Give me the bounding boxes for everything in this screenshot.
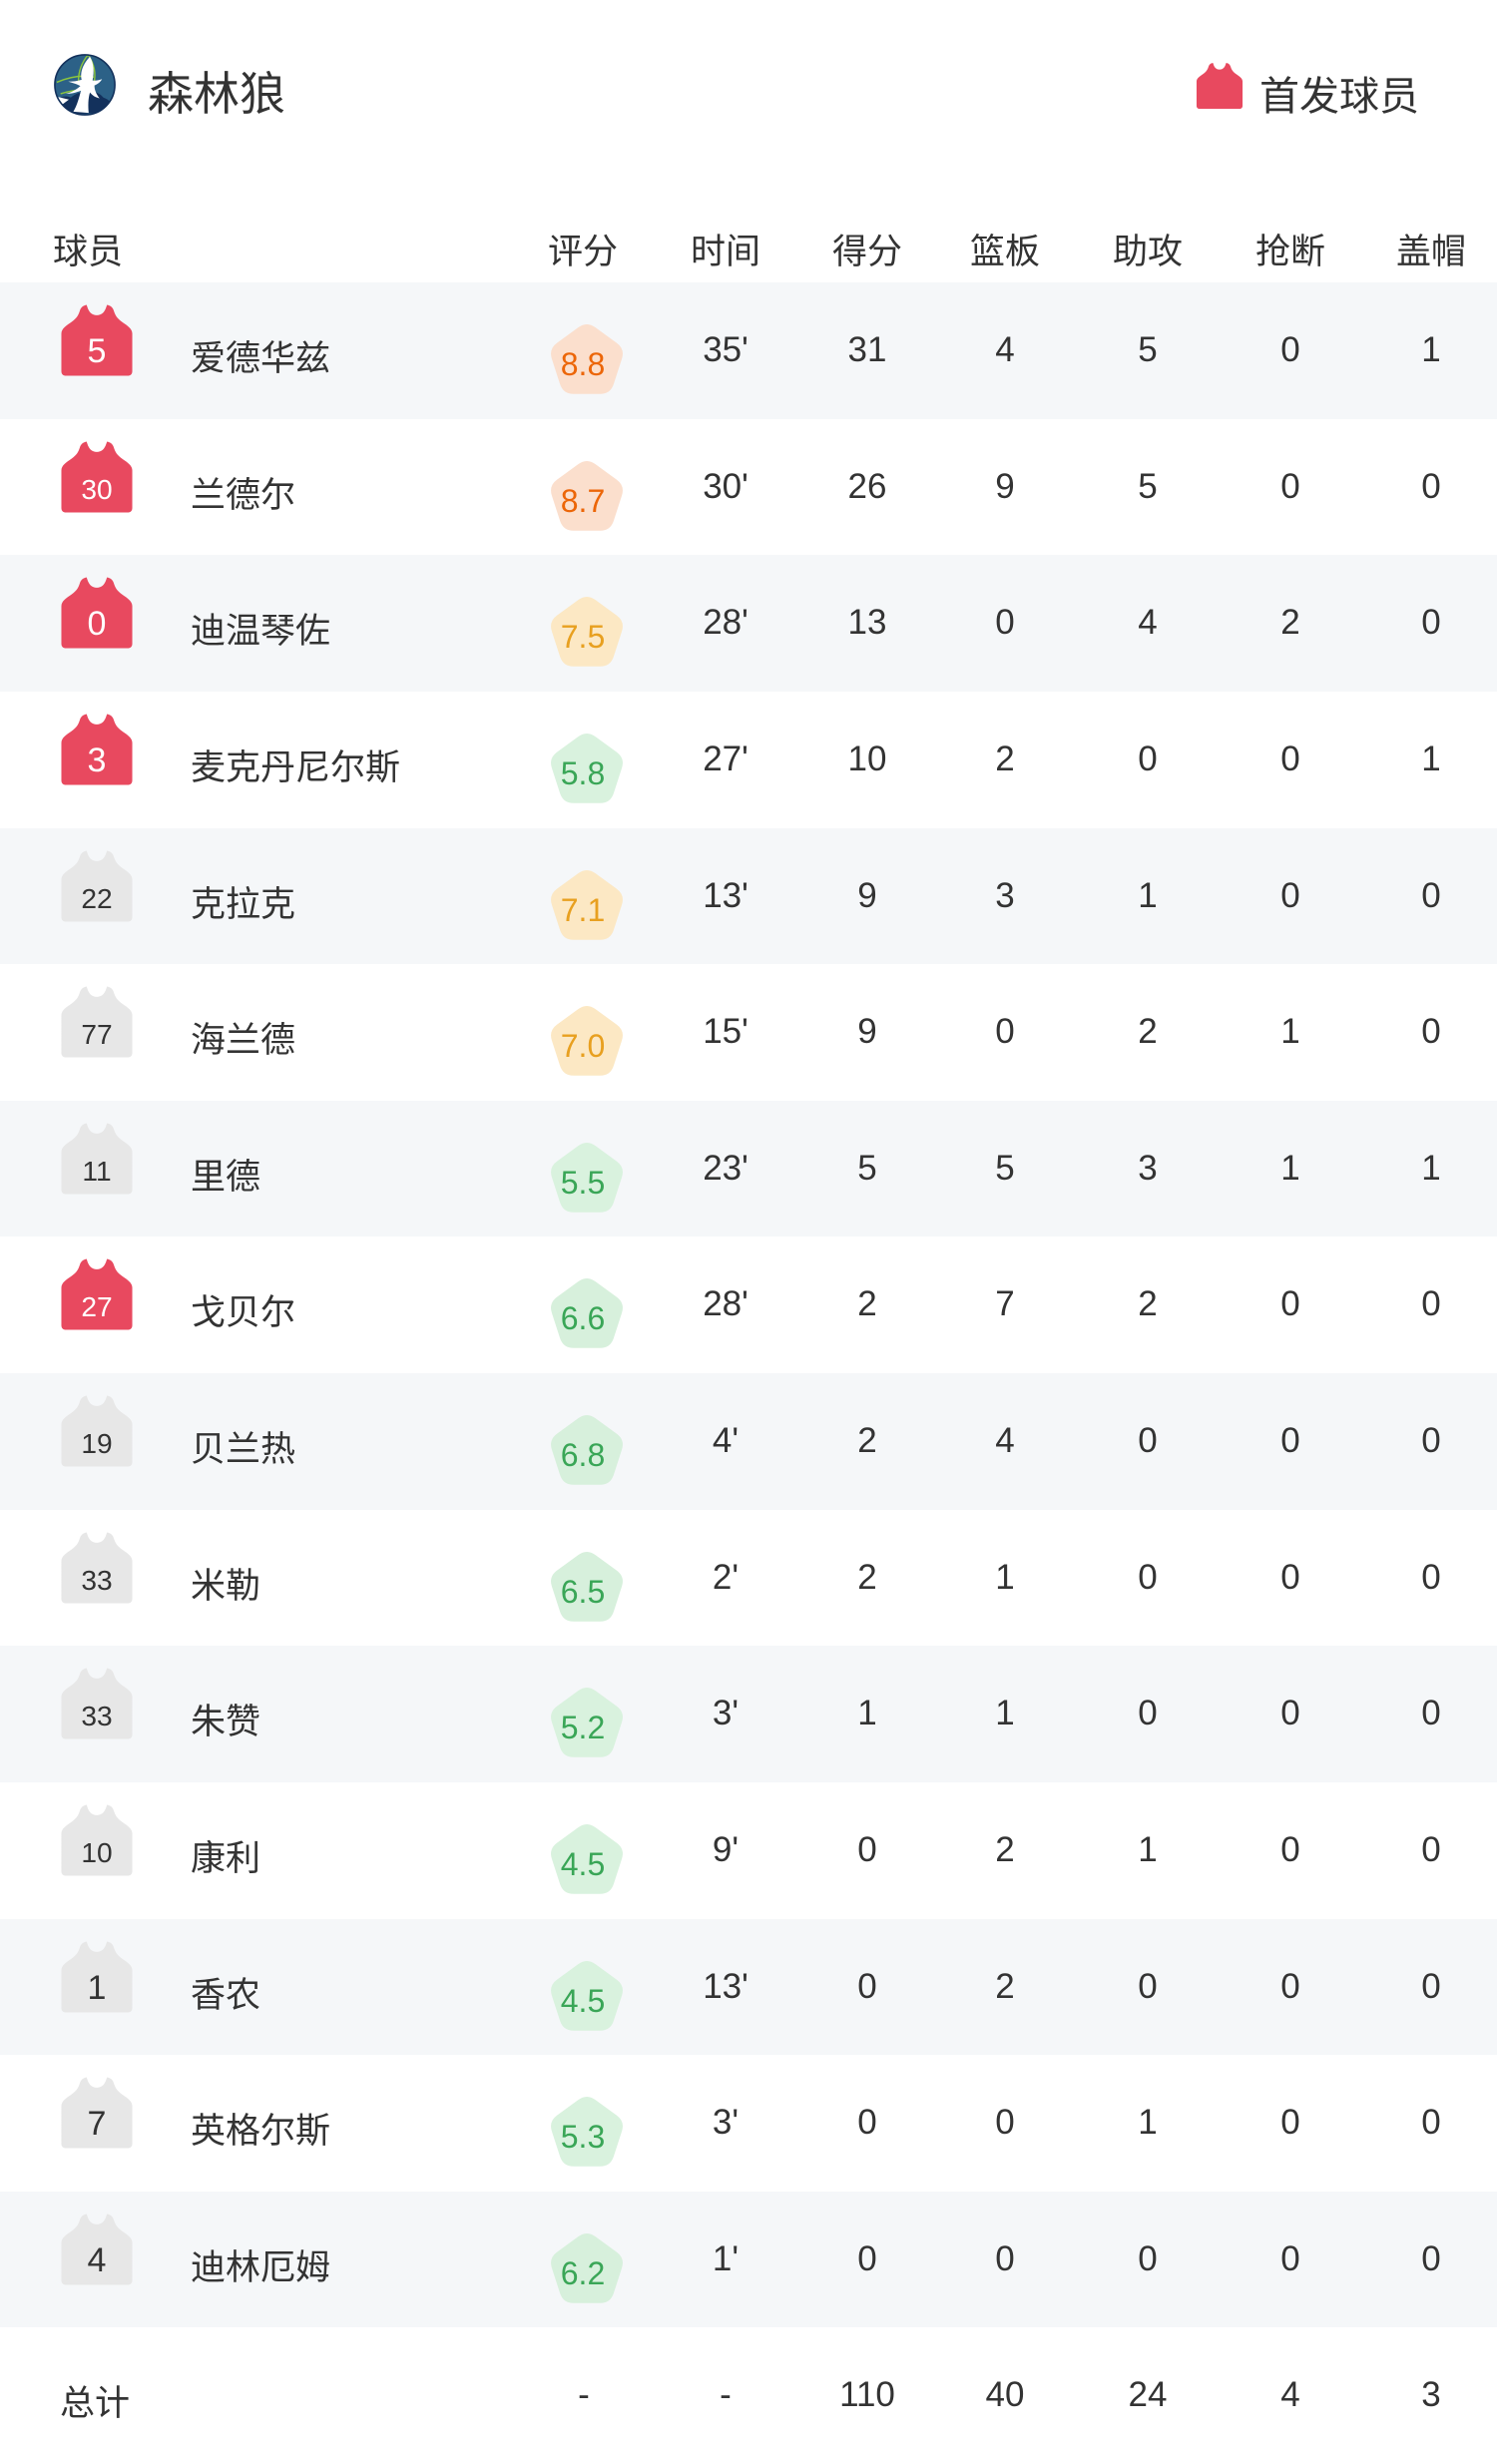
svg-text:7: 7 [88,2105,107,2143]
svg-text:22: 22 [81,883,112,914]
svg-text:77: 77 [81,1019,112,1050]
svg-text:33: 33 [81,1701,112,1731]
svg-text:27: 27 [81,1292,112,1323]
svg-text:10: 10 [81,1837,112,1868]
svg-text:3: 3 [88,741,107,779]
svg-text:0: 0 [88,605,107,643]
svg-text:19: 19 [81,1428,112,1459]
svg-text:30: 30 [81,474,112,505]
svg-text:5: 5 [88,332,107,370]
svg-text:33: 33 [81,1565,112,1596]
svg-text:1: 1 [88,1969,107,2007]
svg-text:11: 11 [82,1156,111,1187]
svg-text:4: 4 [88,2241,107,2279]
